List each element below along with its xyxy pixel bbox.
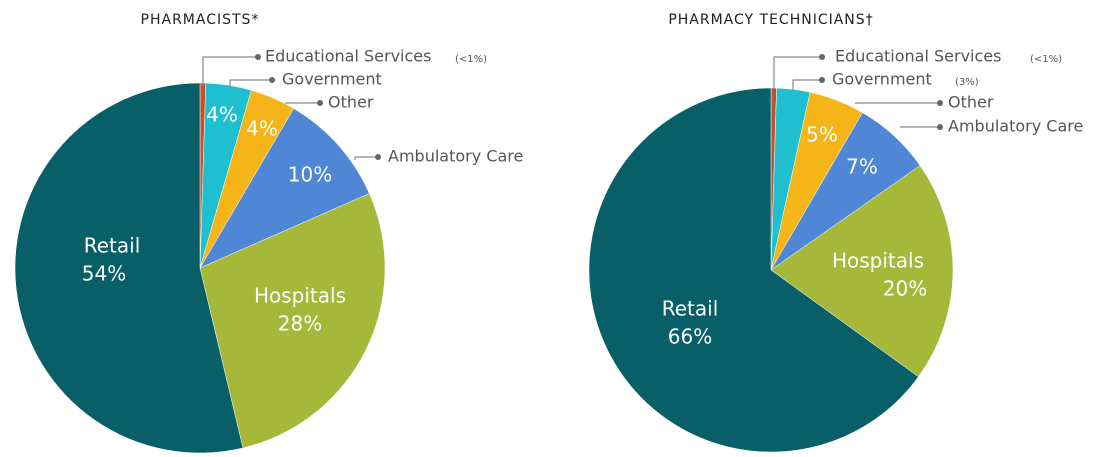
value-label: 28% <box>278 312 322 336</box>
leader-dot <box>255 54 261 60</box>
category-label: Educational Services <box>835 47 1001 66</box>
value-label: 7% <box>846 155 878 179</box>
leader-line <box>229 79 272 90</box>
pie-slice <box>588 87 919 453</box>
category-label: Other <box>328 93 374 112</box>
value-label: 4% <box>246 117 278 141</box>
value-label: 4% <box>206 103 238 127</box>
leader-dot <box>819 54 825 60</box>
pie-slice <box>770 165 954 378</box>
category-label: Retail <box>662 297 719 321</box>
value-label: 5% <box>806 123 838 147</box>
category-label: Ambulatory Care <box>388 147 523 166</box>
value-label: 20% <box>883 277 927 301</box>
value-label: 54% <box>82 262 126 286</box>
category-label: Ambulatory Care <box>948 117 1083 136</box>
category-label: Other <box>948 93 994 112</box>
value-label: (3%) <box>955 77 979 88</box>
category-label: Government <box>832 70 932 89</box>
category-label: Retail <box>84 234 141 258</box>
category-label: Hospitals <box>254 284 346 308</box>
pie-slice <box>14 82 244 454</box>
category-label: Government <box>282 70 382 89</box>
value-label: 66% <box>668 325 712 349</box>
leader-dot <box>937 100 943 106</box>
chart-title: PHARMACY TECHNICIANS† <box>668 12 873 28</box>
leader-dot <box>317 100 323 106</box>
leader-dot <box>269 77 275 83</box>
category-label: Hospitals <box>832 249 924 273</box>
value-label: 10% <box>288 163 332 187</box>
leader-line <box>792 79 822 90</box>
value-label: (<1%) <box>455 54 487 65</box>
leader-dot <box>375 154 381 160</box>
leader-line <box>202 56 258 86</box>
chart-title: PHARMACISTS* <box>141 12 260 28</box>
pie-slice <box>199 193 386 449</box>
pie-slice <box>199 108 370 269</box>
leader-line <box>773 56 822 89</box>
leader-dot <box>937 124 943 130</box>
value-label: (<1%) <box>1030 54 1062 65</box>
leader-line <box>354 156 378 160</box>
category-label: Educational Services <box>265 47 431 66</box>
leader-dot <box>819 77 825 83</box>
